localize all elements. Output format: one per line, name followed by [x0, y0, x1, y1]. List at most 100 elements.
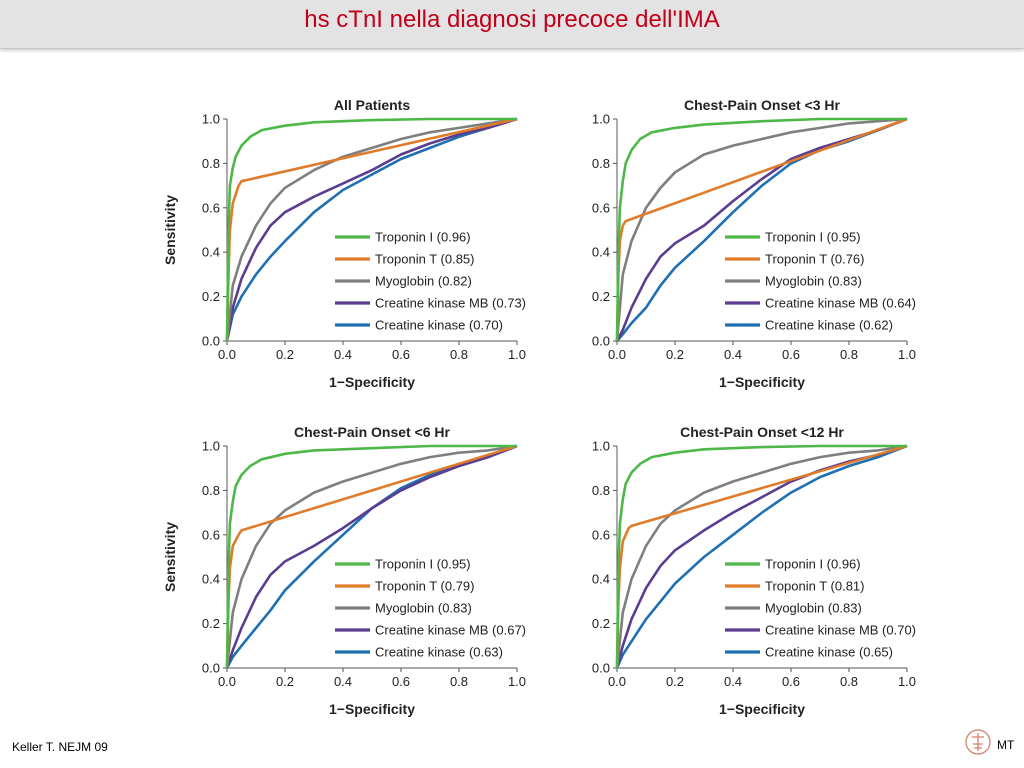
legend-label: Troponin I (0.96): [375, 230, 471, 245]
y-tick-label: 0.6: [592, 527, 610, 542]
y-tick-label: 0.0: [202, 661, 220, 676]
x-tick-label: 1.0: [898, 347, 916, 362]
y-tick-label: 0.4: [202, 572, 220, 587]
x-tick-label: 0.4: [724, 674, 742, 689]
x-tick-label: 0.2: [666, 347, 684, 362]
roc-figure: All Patients 0.0 0.0 0.2 0.2 0.4 0.4 0.6 0.6 0.8 0…: [150, 86, 950, 731]
series-line-5: [615, 444, 908, 669]
x-axis-label: 1−Specificity: [329, 374, 415, 390]
y-tick-label: 0.2: [202, 289, 220, 304]
y-tick-label: 0.8: [202, 483, 220, 498]
legend-label: Troponin I (0.96): [765, 557, 861, 572]
x-tick-label: 0.0: [218, 347, 236, 362]
y-tick-label: 0.0: [202, 334, 220, 349]
series-line-1: [615, 117, 907, 342]
header-bar: [0, 0, 1024, 49]
x-tick-label: 1.0: [508, 347, 526, 362]
y-tick-label: 0.4: [592, 245, 610, 260]
legend-label: Creatine kinase MB (0.70): [765, 623, 916, 638]
y-tick-label: 0.6: [202, 527, 220, 542]
x-tick-label: 0.0: [608, 674, 626, 689]
series-line-3: [225, 117, 518, 342]
x-tick-label: 0.6: [392, 347, 410, 362]
legend-label: Creatine kinase (0.70): [375, 318, 503, 333]
roc-panel-3: Chest-Pain Onset <6 Hr 0.00.0 0.2 0.2 0.4 0.4…: [162, 424, 526, 717]
y-axis-label: Sensitivity: [162, 195, 178, 265]
x-tick-label: 0.0: [608, 347, 626, 362]
x-axis-label: 1−Specificity: [719, 701, 805, 717]
y-tick-label: 0.0: [592, 661, 610, 676]
chart-title: Chest-Pain Onset <12 Hr: [680, 424, 844, 440]
roc-panel-4: Chest-Pain Onset <12 Hr 0.00.0 0.2 0.2 0.4 0.…: [592, 424, 916, 717]
x-tick-label: 1.0: [508, 674, 526, 689]
y-tick-label: 1.0: [202, 439, 220, 454]
y-tick-label: 1.0: [592, 112, 610, 127]
author-initials: MT: [997, 738, 1015, 752]
x-tick-label: 1.0: [898, 674, 916, 689]
y-tick-label: 0.4: [592, 572, 610, 587]
legend-label: Troponin I (0.95): [375, 557, 471, 572]
series-line-1: [225, 444, 517, 669]
x-tick-label: 0.6: [782, 674, 800, 689]
legend-label: Creatine kinase (0.62): [765, 318, 893, 333]
y-tick-label: 0.8: [592, 156, 610, 171]
slide-title: hs cTnI nella diagnosi precoce dell'IMA: [304, 6, 720, 33]
y-tick-label: 0.8: [202, 156, 220, 171]
x-axis-label: 1−Specificity: [719, 374, 805, 390]
chart-title: Chest-Pain Onset <3 Hr: [684, 97, 841, 113]
x-tick-label: 0.8: [450, 347, 468, 362]
y-tick-label: 1.0: [202, 112, 220, 127]
x-tick-label: 0.2: [666, 674, 684, 689]
legend-label: Creatine kinase MB (0.73): [375, 296, 526, 311]
series-line-4: [225, 444, 518, 669]
legend-label: Myoglobin (0.82): [375, 274, 472, 289]
legend-label: Creatine kinase (0.65): [765, 645, 893, 660]
y-tick-label: 1.0: [592, 439, 610, 454]
y-axis-label: Sensitivity: [162, 522, 178, 592]
legend-label: Troponin T (0.85): [375, 252, 474, 267]
x-axis-label: 1−Specificity: [329, 701, 415, 717]
series-line-5: [225, 117, 518, 342]
x-tick-label: 0.2: [276, 347, 294, 362]
y-tick-label: 0.4: [202, 245, 220, 260]
legend-label: Creatine kinase (0.63): [375, 645, 503, 660]
series-line-3: [225, 444, 518, 669]
series-line-4: [225, 117, 518, 342]
chart-title: Chest-Pain Onset <6 Hr: [294, 424, 451, 440]
chart-title: All Patients: [334, 97, 410, 113]
series-line-1: [615, 444, 907, 669]
logo-emblem: [963, 726, 993, 763]
y-tick-label: 0.6: [202, 200, 220, 215]
legend-label: Troponin I (0.95): [765, 230, 861, 245]
x-tick-label: 0.4: [724, 347, 742, 362]
legend-label: Myoglobin (0.83): [375, 601, 472, 616]
legend-label: Myoglobin (0.83): [765, 601, 862, 616]
y-tick-label: 0.8: [592, 483, 610, 498]
x-tick-label: 0.6: [782, 347, 800, 362]
legend-label: Troponin T (0.76): [765, 252, 864, 267]
y-tick-label: 0.2: [592, 616, 610, 631]
x-tick-label: 0.8: [840, 674, 858, 689]
y-tick-label: 0.2: [592, 289, 610, 304]
x-tick-label: 0.4: [334, 347, 352, 362]
series-line-1: [225, 117, 517, 342]
legend-label: Creatine kinase MB (0.64): [765, 296, 916, 311]
legend-label: Troponin T (0.79): [375, 579, 474, 594]
y-tick-label: 0.2: [202, 616, 220, 631]
x-tick-label: 0.4: [334, 674, 352, 689]
legend-label: Creatine kinase MB (0.67): [375, 623, 526, 638]
x-tick-label: 0.6: [392, 674, 410, 689]
y-tick-label: 0.0: [592, 334, 610, 349]
series-line-3: [615, 117, 908, 342]
x-tick-label: 0.0: [218, 674, 236, 689]
series-line-3: [615, 444, 908, 669]
roc-charts-svg: All Patients0.00.00.20.20.40.40.60.60.80…: [162, 97, 916, 717]
x-tick-label: 0.8: [840, 347, 858, 362]
y-tick-label: 0.6: [592, 200, 610, 215]
citation: Keller T. NEJM 09: [12, 740, 108, 754]
legend-label: Myoglobin (0.83): [765, 274, 862, 289]
roc-panel-1: All Patients 0.00.0 0.2 0.2 0.4 0.4 0.6 0.6 0.8 0…: [162, 97, 526, 390]
roc-panel-2: Chest-Pain Onset <3 Hr 0.00.0 0.2 0.2 0.4 0.4…: [592, 97, 916, 390]
x-tick-label: 0.8: [450, 674, 468, 689]
x-tick-label: 0.2: [276, 674, 294, 689]
